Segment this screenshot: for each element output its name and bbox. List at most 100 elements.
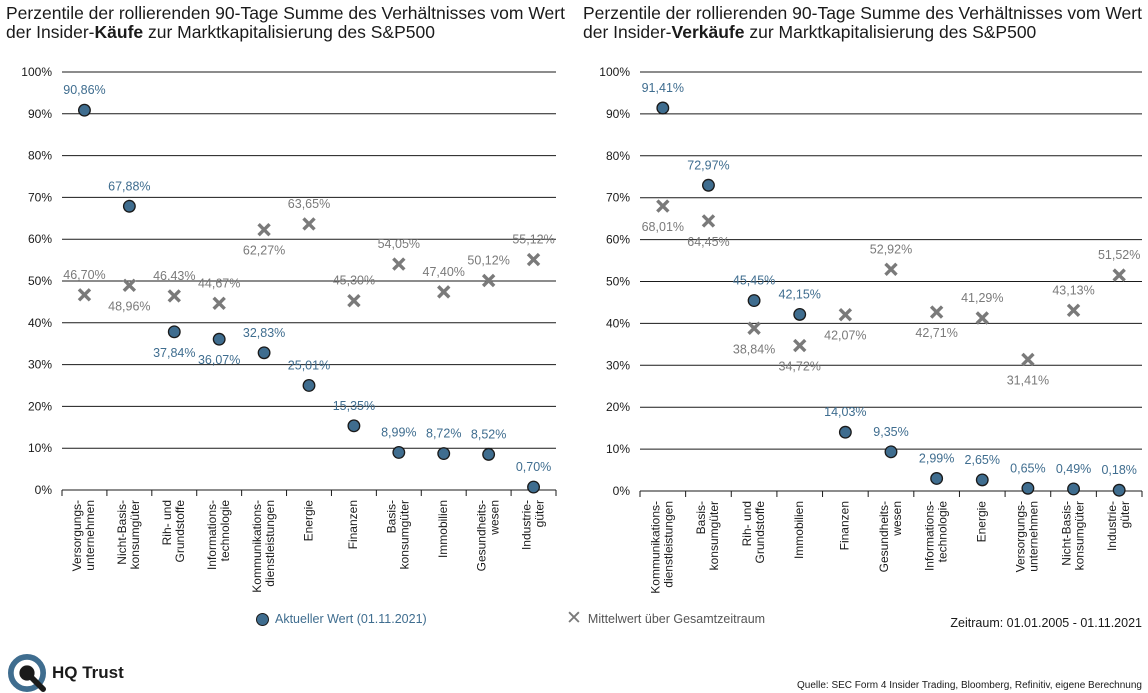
sales-current-data-label: 91,41% — [642, 81, 684, 95]
purchases-current-data-label: 32,83% — [243, 326, 285, 340]
sales-mean-point — [656, 199, 670, 213]
sales-y-tick-label: 10% — [606, 442, 630, 456]
purchases-current-data-label: 0,70% — [516, 460, 551, 474]
sales-current-data-label: 2,99% — [919, 451, 954, 465]
sales-mean-point — [701, 214, 716, 228]
purchases-current-point — [122, 199, 136, 213]
legend-circle-marker — [256, 612, 269, 626]
purchases-mean-point — [392, 257, 406, 271]
purchases-y-tick-label: 50% — [28, 274, 52, 288]
purchases-y-tick-label: 20% — [28, 399, 52, 413]
purchases-mean-point — [302, 217, 316, 231]
sales-current-point — [702, 178, 715, 192]
purchases-mean-data-label: 62,27% — [243, 244, 285, 258]
sales-mean-point — [884, 262, 898, 276]
purchases-mean-data-label: 45,30% — [333, 274, 375, 288]
purchases-y-tick-label: 0% — [35, 483, 53, 497]
sales-mean-data-label: 41,29% — [961, 291, 1003, 305]
purchases-mean-point — [122, 278, 137, 293]
purchases-current-point — [527, 480, 540, 494]
purchases-y-tick-label: 30% — [28, 358, 52, 372]
sales-current-point — [884, 445, 898, 459]
sales-current-point — [975, 473, 989, 487]
sales-y-tick-label: 40% — [606, 316, 630, 330]
sales-current-data-label: 42,15% — [779, 287, 821, 301]
purchases-current-data-label: 8,52% — [471, 427, 506, 441]
sales-y-tick-label: 30% — [606, 358, 630, 372]
purchases-mean-data-label: 47,40% — [423, 265, 465, 279]
sales-mean-data-label: 31,41% — [1007, 373, 1049, 387]
sales-current-point — [1067, 482, 1080, 496]
logo-text: HQ Trust — [52, 663, 124, 682]
sales-current-data-label: 2,65% — [965, 453, 1000, 467]
sales-mean-data-label: 34,72% — [779, 360, 821, 374]
sales-mean-point — [747, 321, 761, 335]
period-note: Zeitraum: 01.01.2005 - 01.11.2021 — [950, 616, 1142, 630]
sales-category-label: Rih- undGrundstoffe — [740, 501, 767, 564]
sales-mean-data-label: 52,92% — [870, 242, 912, 256]
purchases-category-label: Nicht-Basis-konsumgüter — [115, 500, 142, 569]
sales-category-label: Finanzen — [838, 501, 852, 550]
chart-title-sales: Perzentile der rollierenden 90-Tage Summ… — [583, 3, 1142, 42]
sales-y-tick-label: 50% — [606, 275, 630, 289]
sales-current-point — [793, 307, 807, 321]
purchases-mean-data-label: 50,12% — [467, 253, 509, 267]
purchases-category-label: Finanzen — [346, 500, 360, 549]
purchases-mean-point — [437, 285, 451, 299]
sales-y-tick-label: 80% — [606, 149, 630, 163]
purchases-mean-data-label: 55,12% — [512, 233, 554, 247]
sales-mean-point — [1066, 303, 1081, 317]
purchases-category-label: Immobilien — [436, 500, 450, 558]
purchases-current-data-label: 8,99% — [381, 425, 416, 439]
purchases-mean-data-label: 48,96% — [108, 299, 150, 313]
sales-current-data-label: 72,97% — [687, 158, 729, 172]
purchases-y-tick-label: 70% — [28, 190, 52, 204]
chart-purchases: 0% 10% 20% 30% 40% 50% 60% 70% 80% 90% 100% Versorg… — [21, 65, 557, 593]
purchases-mean-point — [526, 252, 541, 267]
purchases-mean-data-label: 46,70% — [63, 268, 105, 282]
hq-trust-logo-icon — [8, 654, 46, 692]
chart-sales: 0% 10% 20% 30% 40% 50% 60% 70% 80% 90% 100% Kommuni… — [599, 65, 1143, 594]
legend-mean-value: ✕ Mittelwert über Gesamtzeitraum — [566, 608, 765, 629]
sales-y-tick-label: 100% — [599, 65, 630, 79]
sales-mean-point — [1021, 352, 1035, 367]
purchases-current-data-label: 8,72% — [426, 427, 461, 441]
sales-mean-point — [838, 308, 853, 322]
sales-mean-point — [929, 305, 944, 319]
sales-category-label: Kommunikations-dienstleistungen — [649, 501, 676, 594]
purchases-y-tick-label: 60% — [28, 232, 52, 246]
purchases-current-data-label: 25,01% — [288, 358, 330, 372]
sales-current-point — [747, 294, 761, 308]
legend-current-label: Aktueller Wert (01.11.2021) — [275, 612, 427, 626]
sales-current-point — [1021, 481, 1035, 495]
sales-current-data-label: 0,49% — [1056, 462, 1091, 476]
purchases-category-label: Basis-konsumgüter — [385, 500, 412, 569]
chart-title-purchases: Perzentile der rollierenden 90-Tage Summ… — [6, 3, 565, 42]
purchases-y-tick-label: 90% — [28, 107, 52, 121]
purchases-category-label: Gesundheits-wesen — [474, 500, 501, 571]
purchases-current-point — [78, 103, 91, 117]
sales-category-label: Informations-technologie — [922, 501, 949, 571]
purchases-current-point — [437, 447, 451, 461]
sales-category-label: Energie — [975, 501, 989, 543]
sales-category-label: Industrie-güter — [1105, 501, 1132, 551]
purchases-category-label: Versorgungs-unternehmen — [70, 500, 97, 571]
sales-current-point — [838, 425, 852, 439]
sales-mean-point — [793, 338, 807, 353]
legend-cross-marker: ✕ — [566, 608, 582, 629]
sales-mean-data-label: 42,71% — [915, 326, 957, 340]
purchases-mean-point — [257, 223, 271, 237]
sales-mean-data-label: 51,52% — [1098, 248, 1140, 262]
sales-y-tick-label: 70% — [606, 191, 630, 205]
sales-mean-data-label: 42,07% — [824, 329, 866, 343]
company-logo: HQ Trust — [8, 654, 124, 692]
purchases-mean-point — [167, 289, 181, 303]
sales-category-label: Immobilien — [792, 501, 806, 559]
legend-current-value: Aktueller Wert (01.11.2021) — [256, 612, 427, 626]
purchases-y-tick-label: 40% — [28, 316, 52, 330]
purchases-current-point — [167, 325, 181, 339]
sales-current-data-label: 45,45% — [733, 274, 775, 288]
purchases-mean-point — [77, 288, 92, 302]
sales-current-point — [1112, 483, 1126, 497]
